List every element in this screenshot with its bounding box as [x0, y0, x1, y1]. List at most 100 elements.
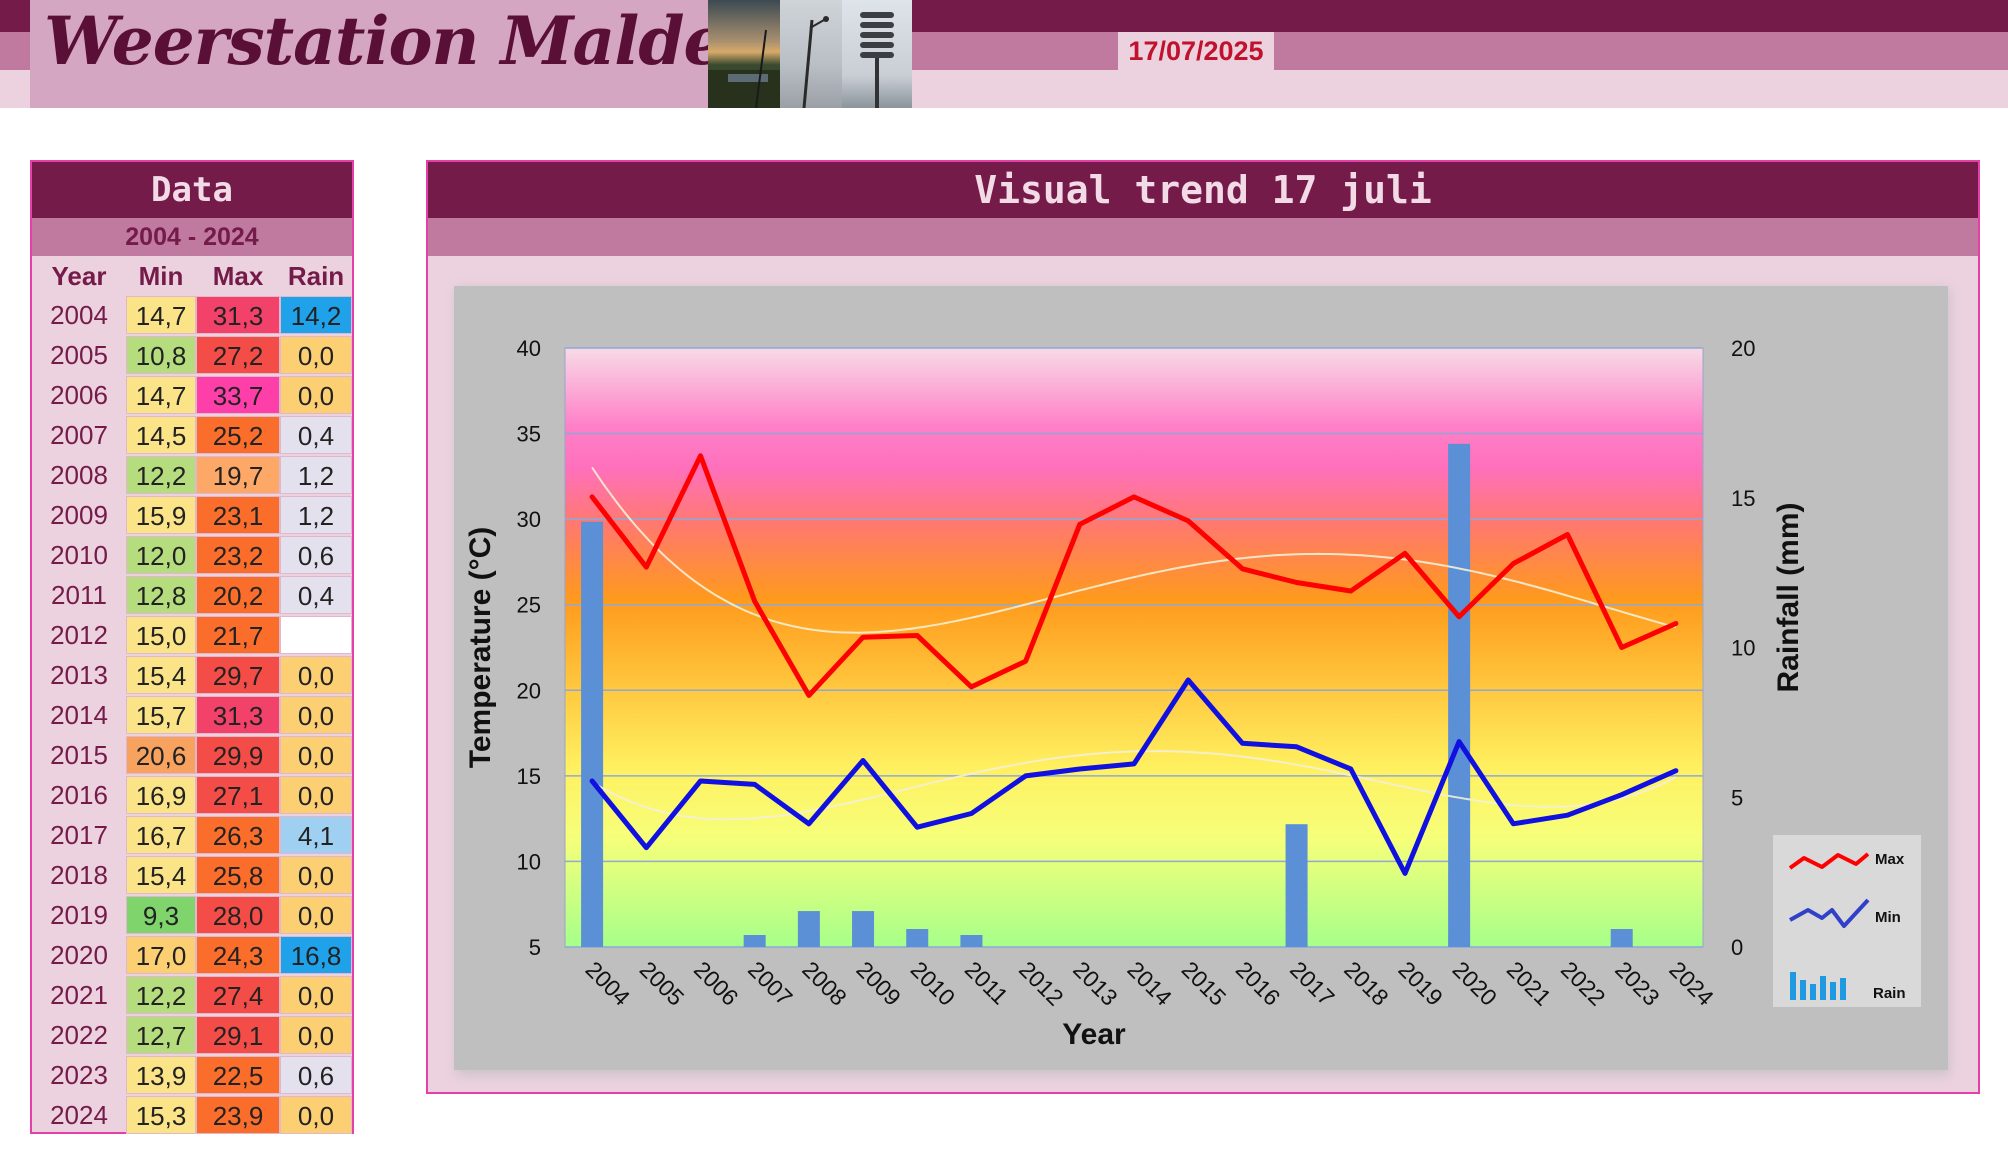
plot-background — [564, 347, 1704, 948]
legend-rain-icon-bar — [1790, 972, 1796, 1000]
year-cell: 2004 — [50, 300, 108, 330]
column-header-rain: Rain — [287, 261, 345, 291]
max-cell: 23,2 — [196, 536, 280, 574]
min-cell: 14,7 — [126, 376, 196, 414]
min-cell: 17,0 — [126, 936, 196, 974]
min-cell: 9,3 — [126, 896, 196, 934]
max-cell: 29,7 — [196, 656, 280, 694]
rain-bar — [797, 911, 820, 947]
table-row: 2020 17,0 24,3 16,8 — [32, 936, 352, 976]
year-cell: 2009 — [50, 500, 108, 530]
rain-cell: 0,6 — [280, 1056, 352, 1094]
min-cell: 12,0 — [126, 536, 196, 574]
trendline-max — [591, 466, 1677, 634]
series-line-max — [589, 453, 1679, 698]
min-cell: 12,2 — [126, 456, 196, 494]
rain-bar — [852, 911, 875, 947]
y2-axis-title: Rainfall (mm) — [1772, 502, 1805, 692]
legend-min-icon — [1789, 898, 1870, 928]
data-table: Data 2004 - 2024 Year Min Max Rain 2004 1… — [30, 160, 354, 1134]
chart-panel-band — [428, 218, 1978, 256]
table-row: 2008 12,2 19,7 1,2 — [32, 456, 352, 496]
y-tick-label: 5 — [529, 935, 541, 960]
table-row: 2005 10,8 27,2 0,0 — [32, 336, 352, 376]
max-cell: 22,5 — [196, 1056, 280, 1094]
current-date: 17/07/2025 — [1118, 32, 1274, 70]
year-cell: 2024 — [50, 1100, 108, 1130]
table-row: 2004 14,7 31,3 14,2 — [32, 296, 352, 336]
table-row: 2010 12,0 23,2 0,6 — [32, 536, 352, 576]
legend-label-min: Min — [1875, 909, 1901, 926]
station-photo-screen — [842, 0, 912, 108]
min-cell: 12,2 — [126, 976, 196, 1014]
max-cell: 28,0 — [196, 896, 280, 934]
max-cell: 23,9 — [196, 1096, 280, 1134]
y-tick-label: 10 — [517, 849, 541, 874]
year-cell: 2005 — [50, 340, 108, 370]
year-cell: 2023 — [50, 1060, 108, 1090]
max-cell: 27,1 — [196, 776, 280, 814]
table-row: 2019 9,3 28,0 0,0 — [32, 896, 352, 936]
rain-cell: 0,0 — [280, 856, 352, 894]
rain-bar — [960, 935, 983, 947]
year-cell: 2012 — [50, 620, 108, 650]
max-cell: 24,3 — [196, 936, 280, 974]
table-row: 2006 14,7 33,7 0,0 — [32, 376, 352, 416]
min-cell: 14,7 — [126, 296, 196, 334]
year-cell: 2010 — [50, 540, 108, 570]
y2-tick-label: 5 — [1731, 785, 1743, 810]
rain-cell: 0,0 — [280, 696, 352, 734]
sunset-photo-icon — [708, 29, 780, 108]
radiation-shield-icon — [860, 12, 894, 108]
table-row: 2023 13,9 22,5 0,6 — [32, 1056, 352, 1096]
max-cell: 33,7 — [196, 376, 280, 414]
legend-rain-icon-bar — [1820, 976, 1826, 1000]
year-cell: 2020 — [50, 940, 108, 970]
rain-bar — [1285, 824, 1308, 947]
table-row: 2007 14,5 25,2 0,4 — [32, 416, 352, 456]
mast-photo-icon — [802, 16, 829, 108]
y-tick-label: 30 — [517, 507, 541, 532]
year-cell: 2007 — [50, 420, 108, 450]
table-row: 2017 16,7 26,3 4,1 — [32, 816, 352, 856]
trendline-min — [591, 750, 1677, 821]
table-row: 2018 15,4 25,8 0,0 — [32, 856, 352, 896]
max-cell: 29,1 — [196, 1016, 280, 1054]
min-cell: 14,5 — [126, 416, 196, 454]
data-table-title: Data — [32, 162, 352, 218]
x-axis-title: Year — [1062, 1018, 1126, 1051]
legend-rain-icon-bar — [1800, 980, 1806, 1000]
rain-cell: 0,4 — [280, 416, 352, 454]
year-cell: 2015 — [50, 740, 108, 770]
station-photo-sunset — [708, 0, 780, 108]
rain-cell: 0,4 — [280, 576, 352, 614]
rain-bar — [743, 935, 766, 947]
table-row: 2009 15,9 23,1 1,2 — [32, 496, 352, 536]
min-cell: 20,6 — [126, 736, 196, 774]
rain-cell: 0,0 — [280, 976, 352, 1014]
min-cell: 15,0 — [126, 616, 196, 654]
max-cell: 25,2 — [196, 416, 280, 454]
table-row: 2011 12,8 20,2 0,4 — [32, 576, 352, 616]
table-row: 2024 15,3 23,9 0,0 — [32, 1096, 352, 1136]
table-row: 2021 12,2 27,4 0,0 — [32, 976, 352, 1016]
year-cell: 2022 — [50, 1020, 108, 1050]
min-cell: 15,4 — [126, 656, 196, 694]
table-row: 2022 12,7 29,1 0,0 — [32, 1016, 352, 1056]
y-tick-label: 35 — [517, 422, 541, 447]
chart-panel: Visual trend 17 juli 5 10 15 20 25 30 35 40 0 5 10… — [426, 160, 1980, 1094]
max-cell: 31,3 — [196, 696, 280, 734]
y-tick-label: 15 — [517, 764, 541, 789]
year-cell: 2014 — [50, 700, 108, 730]
min-cell: 15,3 — [126, 1096, 196, 1134]
min-cell: 16,7 — [126, 816, 196, 854]
rain-cell: 14,2 — [280, 296, 352, 334]
max-cell: 20,2 — [196, 576, 280, 614]
y2-tick-label: 15 — [1731, 486, 1755, 511]
rain-bar — [1610, 929, 1633, 947]
data-table-range: 2004 - 2024 — [32, 218, 352, 256]
y2-tick-label: 10 — [1731, 636, 1755, 661]
rain-cell — [280, 616, 352, 654]
min-cell: 16,9 — [126, 776, 196, 814]
min-cell: 12,7 — [126, 1016, 196, 1054]
